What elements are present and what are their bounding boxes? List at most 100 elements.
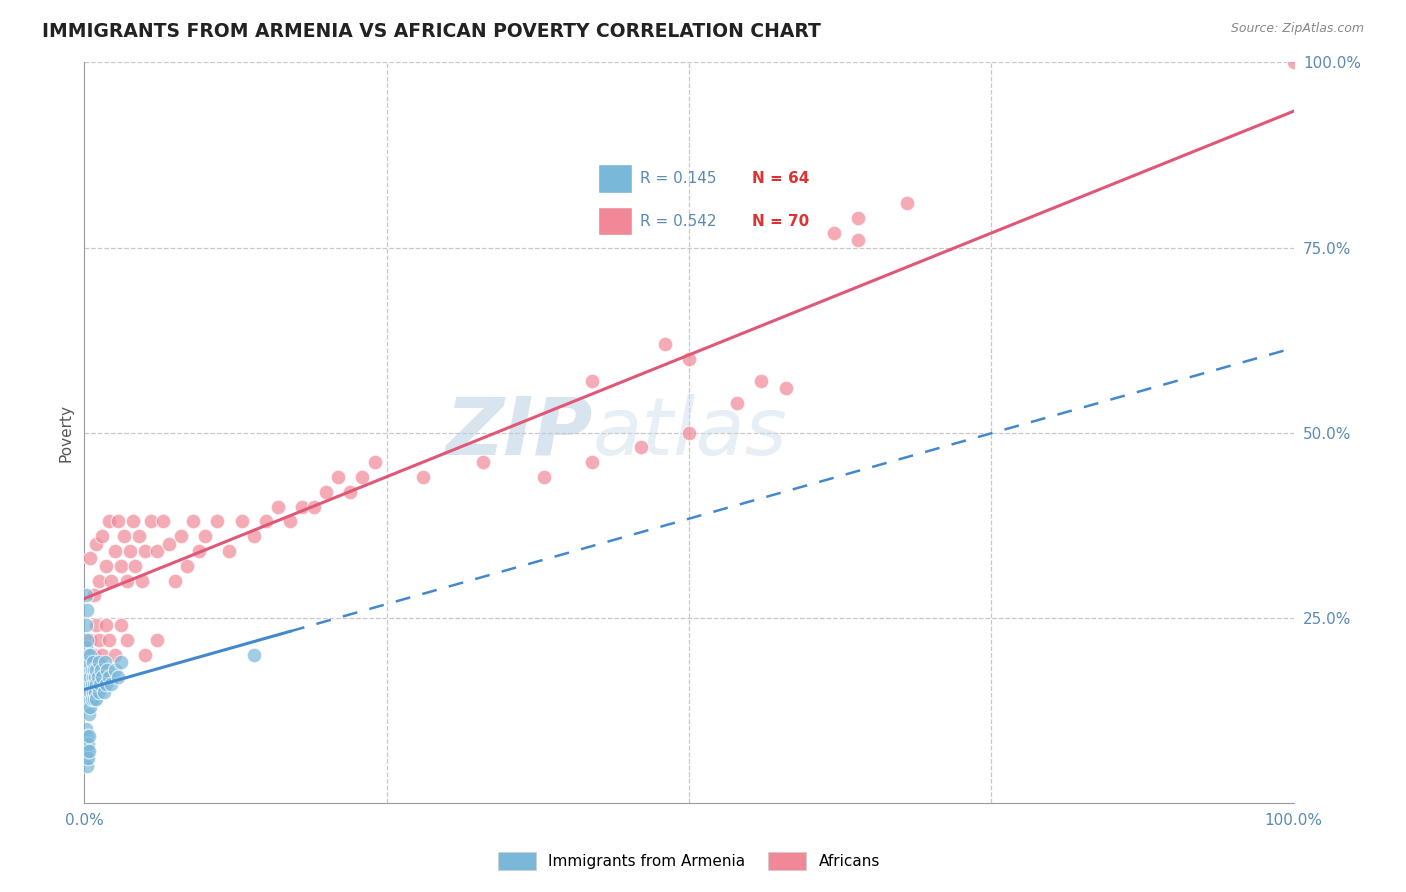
Point — [77, 751, 100, 765]
Text: R = 0.145: R = 0.145 — [640, 171, 716, 186]
Legend: Immigrants from Armenia, Africans: Immigrants from Armenia, Africans — [492, 846, 886, 877]
Text: N = 70: N = 70 — [752, 214, 810, 228]
Point — [751, 374, 773, 388]
Point — [83, 663, 105, 677]
Point — [77, 729, 100, 743]
Point — [90, 663, 112, 677]
Point — [75, 618, 97, 632]
Point — [87, 655, 110, 669]
Point — [76, 677, 98, 691]
Point — [96, 663, 118, 677]
Point — [107, 670, 129, 684]
Point — [86, 663, 108, 677]
Point — [112, 529, 135, 543]
Point — [79, 551, 101, 566]
Point — [207, 515, 229, 529]
Point — [80, 692, 103, 706]
Y-axis label: Poverty: Poverty — [58, 403, 73, 462]
Point — [242, 529, 264, 543]
Point — [97, 670, 120, 684]
Point — [104, 544, 127, 558]
Point — [76, 692, 98, 706]
Point — [79, 632, 101, 647]
Point — [472, 455, 495, 469]
Point — [77, 699, 100, 714]
Point — [77, 744, 100, 758]
Point — [1282, 55, 1305, 70]
Point — [533, 470, 555, 484]
Point — [115, 574, 138, 588]
Point — [86, 536, 108, 550]
Point — [139, 515, 162, 529]
Point — [823, 226, 845, 240]
Point — [352, 470, 374, 484]
Point — [75, 655, 97, 669]
Point — [83, 648, 105, 662]
Point — [87, 685, 110, 699]
Point — [93, 685, 115, 699]
Point — [194, 529, 217, 543]
Point — [115, 632, 138, 647]
Point — [76, 758, 98, 772]
Point — [86, 670, 108, 684]
Point — [176, 558, 198, 573]
Point — [76, 729, 98, 743]
Point — [110, 558, 132, 573]
Point — [412, 470, 434, 484]
Point — [79, 685, 101, 699]
Point — [146, 632, 169, 647]
Point — [77, 663, 100, 677]
Text: N = 64: N = 64 — [752, 171, 810, 186]
Point — [83, 677, 105, 691]
Point — [83, 589, 105, 603]
Point — [315, 484, 337, 499]
Point — [725, 396, 748, 410]
Point — [134, 544, 156, 558]
Point — [100, 677, 122, 691]
Point — [775, 381, 797, 395]
Point — [75, 685, 97, 699]
Point — [91, 529, 114, 543]
Point — [165, 574, 187, 588]
Point — [630, 441, 652, 455]
Point — [86, 692, 108, 706]
Point — [94, 558, 117, 573]
Point — [678, 351, 700, 366]
Point — [82, 685, 104, 699]
Point — [79, 648, 101, 662]
Point — [91, 648, 114, 662]
Point — [75, 751, 97, 765]
Point — [302, 500, 325, 514]
Point — [128, 529, 150, 543]
Point — [218, 544, 240, 558]
Point — [157, 536, 180, 550]
Point — [77, 685, 100, 699]
Point — [84, 670, 107, 684]
Text: atlas: atlas — [592, 393, 787, 472]
Point — [97, 632, 120, 647]
Point — [267, 500, 290, 514]
Point — [654, 336, 676, 351]
Point — [80, 677, 103, 691]
Text: ZIP: ZIP — [444, 393, 592, 472]
Bar — [598, 207, 631, 235]
Point — [75, 737, 97, 751]
Point — [75, 640, 97, 655]
Point — [181, 515, 204, 529]
Point — [77, 706, 100, 721]
Point — [77, 692, 100, 706]
Point — [87, 632, 110, 647]
Text: Source: ZipAtlas.com: Source: ZipAtlas.com — [1230, 22, 1364, 36]
Point — [678, 425, 700, 440]
Point — [82, 655, 104, 669]
Text: IMMIGRANTS FROM ARMENIA VS AFRICAN POVERTY CORRELATION CHART: IMMIGRANTS FROM ARMENIA VS AFRICAN POVER… — [42, 22, 821, 41]
Point — [328, 470, 350, 484]
Point — [86, 677, 108, 691]
Point — [107, 515, 129, 529]
Point — [89, 677, 111, 691]
Point — [87, 574, 110, 588]
Point — [80, 663, 103, 677]
Point — [170, 529, 193, 543]
Bar — [598, 164, 631, 193]
Point — [120, 544, 142, 558]
